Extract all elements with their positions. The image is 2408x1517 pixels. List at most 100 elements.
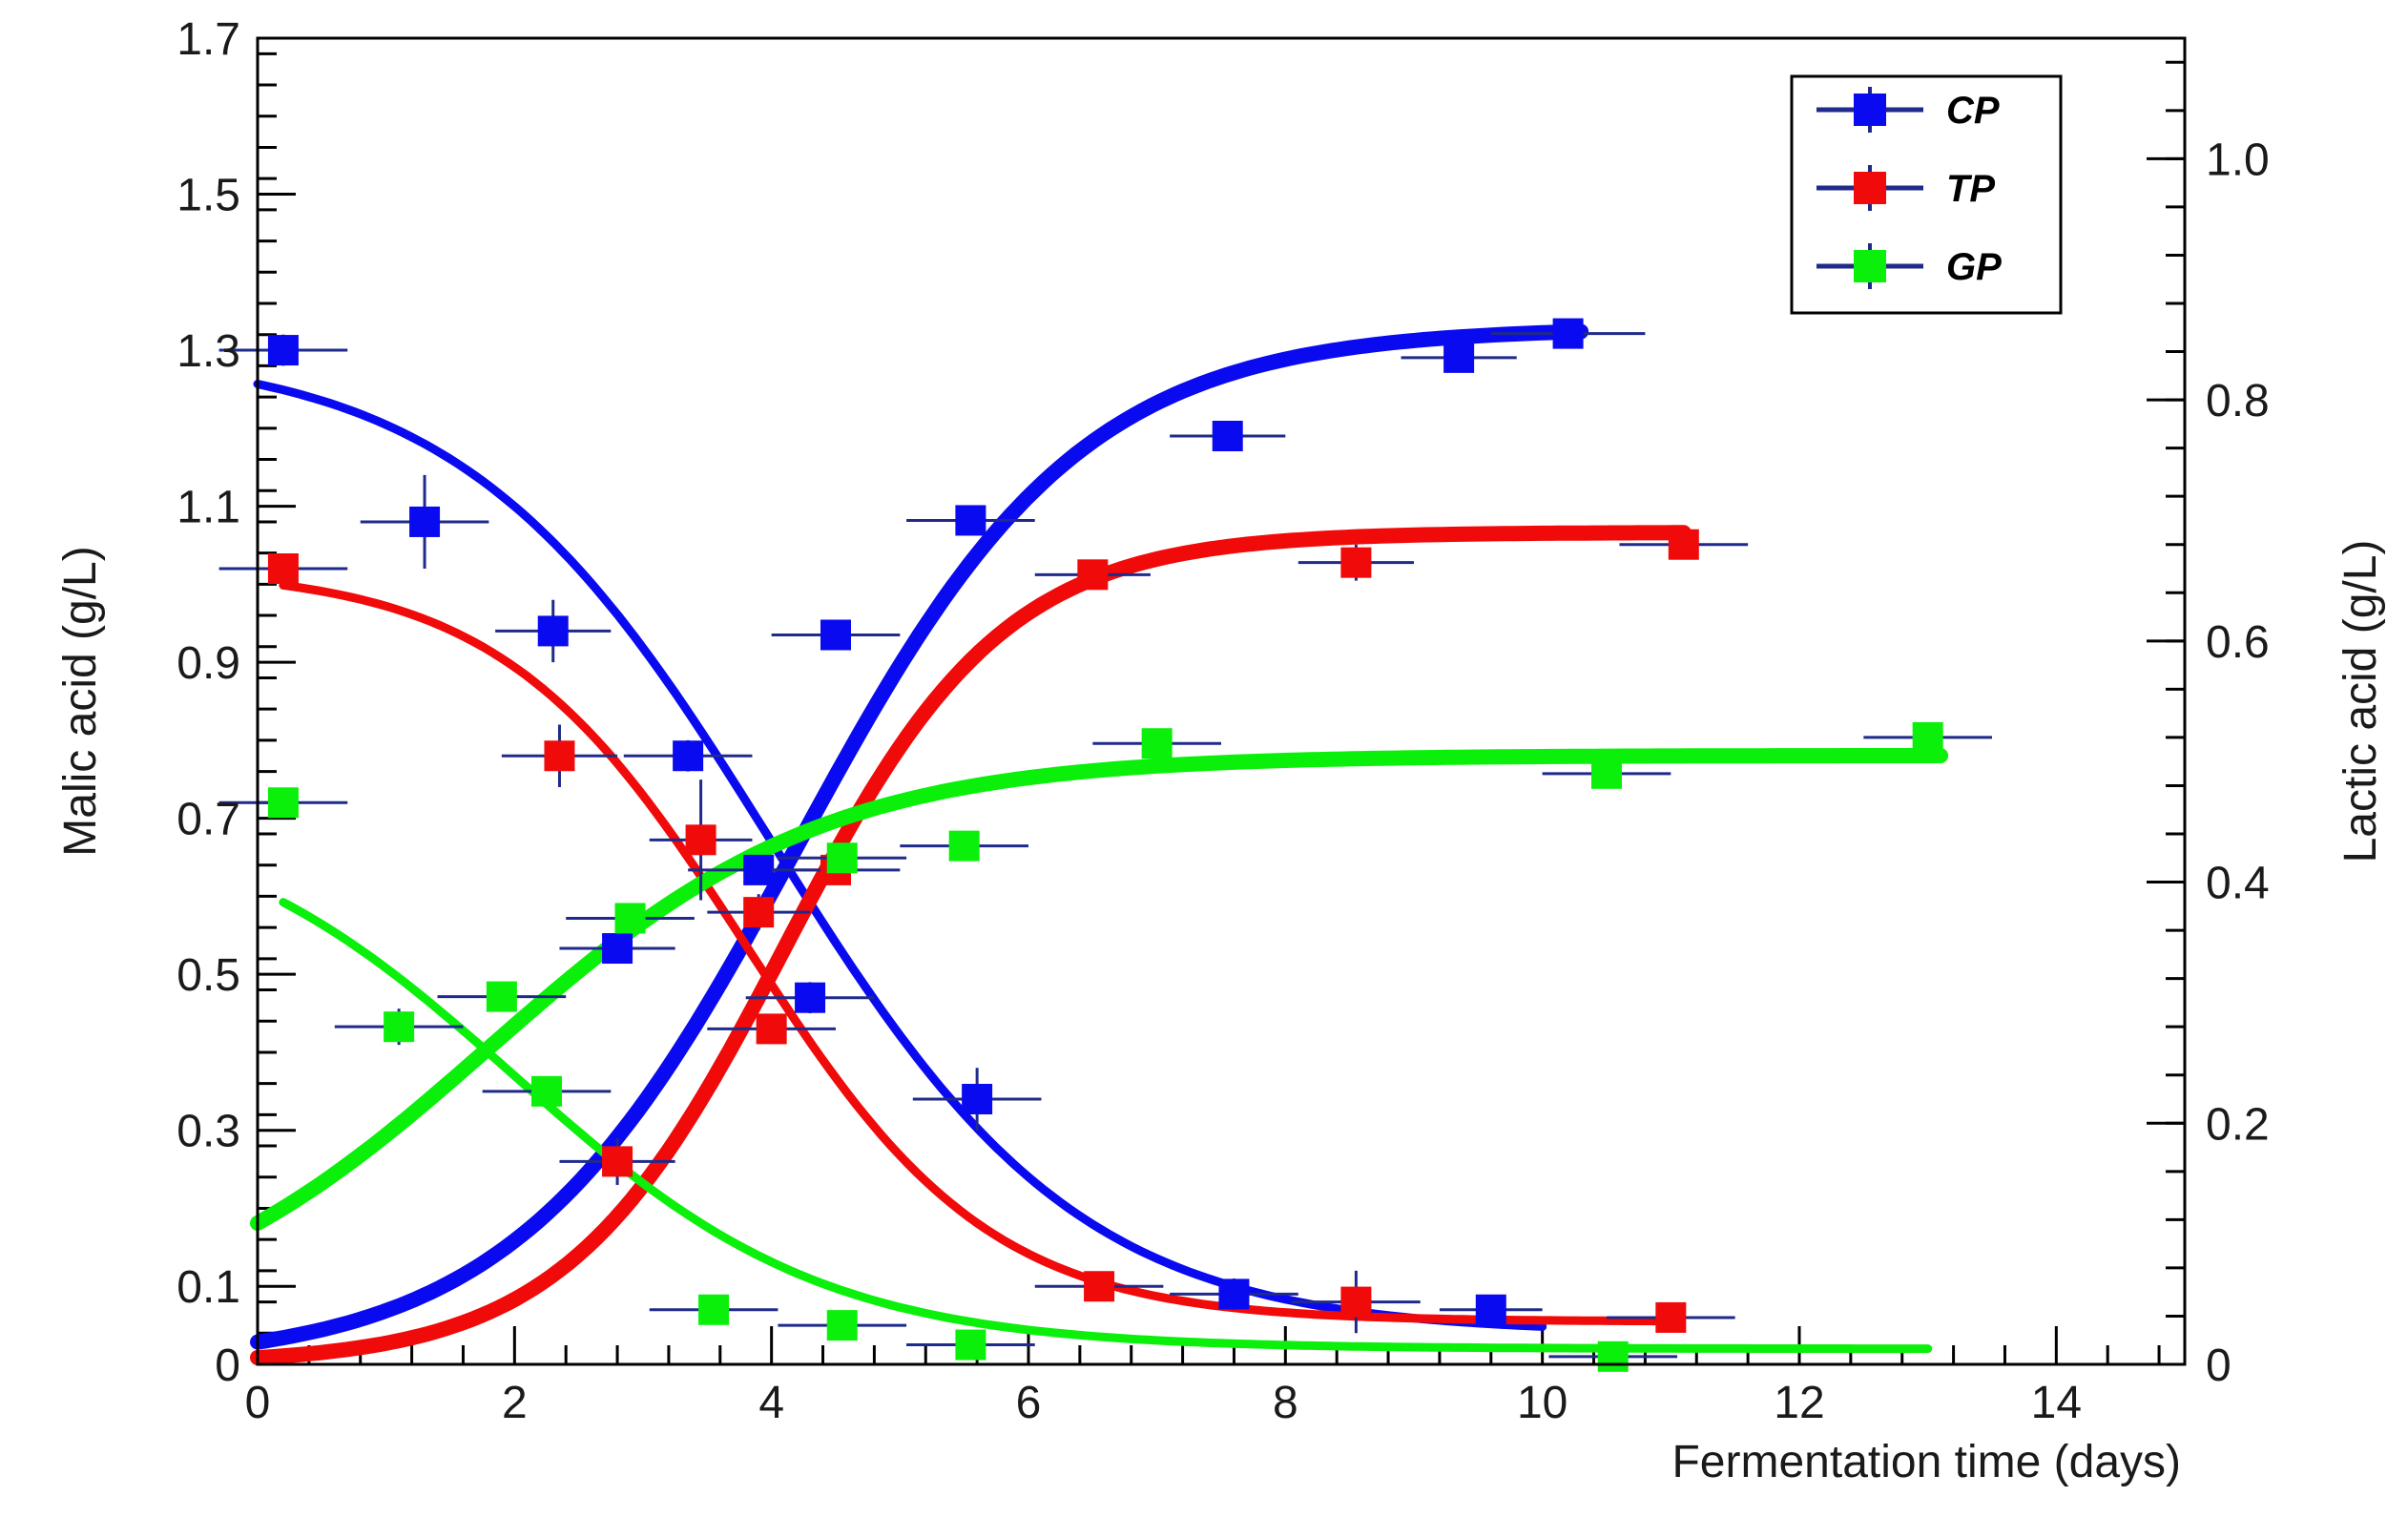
marker: [685, 824, 716, 856]
marker: [486, 981, 517, 1012]
y-right-axis-title: Lactic acid (g/L): [2335, 540, 2386, 863]
marker: [531, 1075, 562, 1107]
lactic-point-CP: [559, 933, 675, 965]
y-left-tick-label: 0.3: [176, 1107, 240, 1157]
axis-ticks: [256, 36, 2185, 1366]
malic-point-GP: [778, 1310, 907, 1341]
y-left-tick-label: 1.7: [176, 14, 240, 65]
x-tick-label: 14: [2031, 1378, 2082, 1428]
marker: [1552, 318, 1584, 349]
lactic-point-GP: [1092, 728, 1221, 759]
marker: [1443, 342, 1475, 373]
lactic-point-TP: [1034, 559, 1151, 591]
marker: [820, 619, 851, 651]
legend-label: TP: [1946, 168, 1995, 210]
marker: [1597, 1340, 1629, 1372]
marker: [1340, 1286, 1372, 1318]
y-right-tick-label: 0.4: [2206, 859, 2270, 909]
legend-entry-CP: CP: [1816, 87, 2000, 133]
marker: [1212, 421, 1243, 451]
malic-point-CP: [1170, 1278, 1298, 1310]
legend-entries: CP TP GP: [1816, 87, 2002, 289]
lactic-point-CP: [771, 619, 901, 651]
lactic-point-GP: [778, 842, 907, 874]
plot-frame: [256, 36, 2187, 1366]
malic-point-CP: [623, 739, 753, 772]
lactic-point-GP: [334, 1008, 464, 1046]
lactic-point-CP: [1401, 342, 1517, 373]
legend-entry-TP: TP: [1816, 165, 1995, 211]
fit-curves: [250, 323, 1949, 1365]
marker: [602, 933, 633, 965]
y-left-tick-label: 1.1: [176, 483, 240, 533]
y-right-tick-label: 0.8: [2206, 376, 2270, 426]
marker: [826, 842, 858, 874]
malic-point-TP: [559, 1137, 675, 1185]
lactic-point-GP: [437, 981, 567, 1012]
marker: [955, 1329, 986, 1361]
malic-point-TP: [218, 553, 348, 584]
marker: [544, 740, 575, 772]
lactic-point-TP: [1619, 529, 1749, 560]
malic-point-GP: [649, 1294, 778, 1325]
marker: [673, 740, 704, 772]
malic-point-GP: [1548, 1340, 1678, 1372]
legend-marker: [1854, 250, 1886, 282]
legend: CP TP GP: [1790, 74, 2063, 315]
malic-point-TP: [1034, 1271, 1164, 1302]
lactic-point-TP: [707, 894, 811, 931]
y-right-tick-label: 0.2: [2206, 1099, 2270, 1150]
lactic-point-CP: [906, 505, 1035, 536]
y-right-tick-label: 0: [2206, 1340, 2232, 1391]
y-left-tick-label: 0.7: [176, 795, 240, 845]
y-right-tick-label: 0.6: [2206, 617, 2270, 668]
legend-marker: [1854, 172, 1886, 204]
x-tick-label: 8: [1273, 1378, 1298, 1428]
marker: [795, 982, 826, 1013]
malic-point-CP: [912, 1068, 1042, 1131]
lactic-fit-curve-GP: [250, 748, 1949, 1231]
marker: [1475, 1294, 1506, 1325]
lactic-fit-curve-CP: [250, 323, 1589, 1350]
malic-fit-curve-CP: [253, 380, 1547, 1331]
malic-point-CP: [360, 474, 489, 569]
data-points: [218, 318, 1992, 1372]
legend-entry-GP: GP: [1816, 243, 2002, 289]
marker: [743, 854, 775, 885]
malic-point-CP: [745, 982, 875, 1014]
legend-label: CP: [1946, 90, 2000, 132]
malic-point-GP: [906, 1329, 1035, 1361]
malic-point-TP: [1607, 1301, 1735, 1333]
lactic-point-GP: [566, 903, 695, 934]
marker: [267, 335, 299, 366]
y-right-tick-label: 1.0: [2206, 135, 2270, 185]
marker: [955, 505, 986, 536]
malic-point-CP: [495, 599, 612, 663]
marker: [1077, 559, 1109, 591]
malic-point-GP: [218, 787, 348, 819]
x-tick-label: 6: [1016, 1378, 1042, 1428]
marker: [1668, 529, 1699, 560]
y-left-axis-title: Malic acid (g/L): [55, 546, 106, 856]
marker: [267, 553, 299, 584]
marker: [948, 830, 980, 862]
marker: [1912, 721, 1943, 753]
legend-marker: [1854, 94, 1886, 126]
marker: [743, 897, 775, 928]
malic-fit-curve-TP: [279, 580, 1675, 1326]
malic-point-TP: [501, 724, 618, 787]
malic-point-CP: [218, 334, 348, 366]
marker: [614, 903, 646, 934]
x-tick-label: 10: [1517, 1378, 1567, 1428]
marker: [756, 1013, 787, 1045]
marker: [698, 1294, 730, 1325]
y-left-tick-label: 0: [215, 1340, 240, 1391]
marker: [384, 1011, 415, 1043]
y-left-tick-label: 1.5: [176, 171, 240, 221]
marker: [267, 787, 299, 819]
lactic-point-CP: [1170, 421, 1286, 451]
malic-point-GP: [482, 1075, 612, 1107]
marker: [1591, 758, 1622, 789]
lactic-point-GP: [1863, 721, 1992, 753]
